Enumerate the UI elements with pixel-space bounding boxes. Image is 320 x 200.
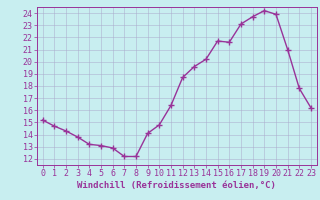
X-axis label: Windchill (Refroidissement éolien,°C): Windchill (Refroidissement éolien,°C) (77, 181, 276, 190)
